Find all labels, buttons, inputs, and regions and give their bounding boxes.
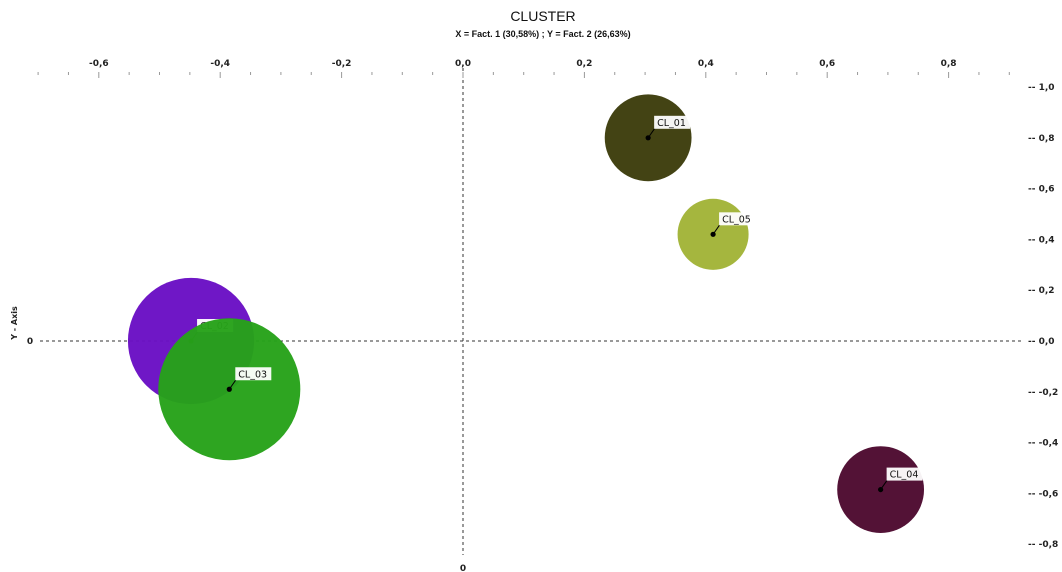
x-tick-label: 0,4 <box>698 59 714 69</box>
x-tick-label: -0,6 <box>89 59 109 69</box>
label-box <box>654 115 691 129</box>
label-leader-line <box>647 127 656 139</box>
x-tick-label: 0,8 <box>941 59 957 69</box>
y-tick-label: -- 1,0 <box>1028 83 1055 93</box>
cluster-point-cl04: CL_04 <box>837 446 925 533</box>
axes: -0,6 -0,4 -0,2 0,0 0,2 0,4 0,6 0,8 -- 1,0 -- 0,8 -… <box>37 59 1058 555</box>
label-box <box>886 467 923 481</box>
label-leader-line <box>712 224 721 235</box>
y-tick-label: -- -0,2 <box>1028 388 1058 398</box>
y-tick-label: -- 0,0 <box>1028 337 1055 347</box>
x-tick-label: 0,2 <box>576 59 592 69</box>
cluster-point-cl03: CL_03 <box>158 318 301 461</box>
cluster-label: CL_03 <box>238 369 267 380</box>
x-tick-label: -0,4 <box>210 59 230 69</box>
cluster-label: CL_04 <box>890 470 919 481</box>
y-tick-label: -- -0,4 <box>1028 439 1058 449</box>
label-leader-line <box>228 378 237 390</box>
cluster-label: CL_05 <box>722 214 751 225</box>
y-tick-label: -- -0,8 <box>1028 540 1058 550</box>
chart-title: CLUSTER <box>510 8 575 24</box>
chart-subtitle: X = Fact. 1 (30,58%) ; Y = Fact. 2 (26,6… <box>455 29 630 39</box>
x-tick-label: 0,6 <box>819 59 835 69</box>
cluster-point-cl05: CL_05 <box>677 198 756 270</box>
label-box <box>235 367 272 381</box>
cluster-label: CL_01 <box>657 118 686 129</box>
cluster-point-cl01: CL_01 <box>604 94 692 182</box>
y-tick-label: -- 0,4 <box>1028 235 1055 245</box>
y-tick-label: -- 0,6 <box>1028 185 1055 195</box>
y-tick-label: -- -0,6 <box>1028 489 1058 499</box>
label-leader-line <box>880 479 889 490</box>
left-zero-label: 0 <box>27 337 33 347</box>
x-tick-label: 0,0 <box>455 59 471 69</box>
y-axis-label: Y - Axis <box>10 306 19 341</box>
y-tick-label: -- 0,8 <box>1028 134 1055 144</box>
x-tick-label: -0,2 <box>332 59 352 69</box>
label-box <box>719 212 756 226</box>
y-tick-label: -- 0,2 <box>1028 286 1055 296</box>
bottom-zero-label: 0 <box>460 564 466 572</box>
